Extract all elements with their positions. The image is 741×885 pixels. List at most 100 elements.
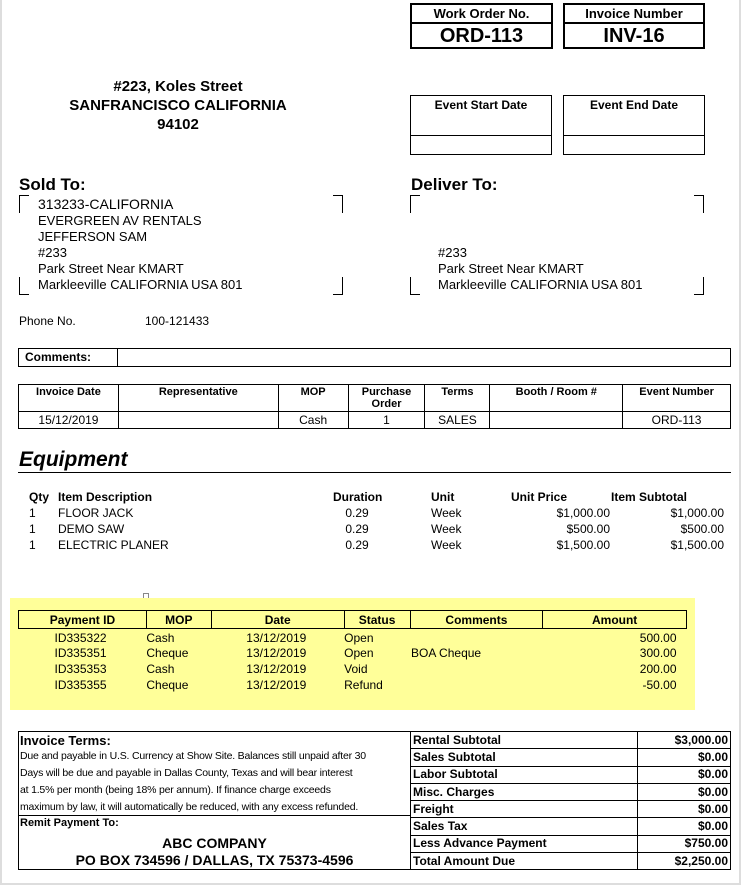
total-label: Sales Tax <box>409 817 639 836</box>
payments-table: Payment ID MOP Date Status Comments Amount ID… <box>18 610 687 693</box>
payment-amount: 300.00 <box>639 646 677 660</box>
payment-row: ID335322 Cash 13/12/2019 Open 500.00 <box>19 629 687 646</box>
equipment-qty: 1 <box>29 522 36 536</box>
comments-box: Comments: <box>18 348 731 367</box>
payment-comments <box>410 661 543 677</box>
payment-mop: Cheque <box>146 646 189 660</box>
equipment-item-subtotal: $1,500.00 <box>670 538 724 552</box>
total-value: $0.00 <box>637 782 731 802</box>
sold-to-line: EVERGREEN AV RENTALS <box>38 213 202 228</box>
deliver-to-line: Park Street Near KMART <box>438 261 584 276</box>
total-value: $3,000.00 <box>637 730 731 750</box>
total-label: Freight <box>409 800 639 819</box>
sold-to-line: 313233-CALIFORNIA <box>38 196 174 212</box>
header-event-number: Event Number <box>622 384 731 412</box>
bracket <box>694 277 704 295</box>
deliver-to-line: #233 <box>438 245 467 260</box>
event-end-date-box: Event End Date <box>563 95 705 155</box>
bracket <box>410 277 420 295</box>
payment-amount: -50.00 <box>642 678 677 692</box>
event-number: ORD-113 <box>622 411 731 429</box>
equipment-duration: 0.29 <box>345 506 369 520</box>
header-unit: Unit <box>431 490 455 504</box>
header-invoice-date: Invoice Date <box>18 384 119 412</box>
header-purchase-order: Purchase Order <box>347 384 426 412</box>
header-unit-price: Unit Price <box>511 490 568 504</box>
terms-line: at 1.5% per month (being 18% per annum).… <box>20 784 331 796</box>
deliver-to-label: Deliver To: <box>411 175 498 194</box>
invoice-date: 15/12/2019 <box>18 411 119 429</box>
bracket <box>19 277 29 295</box>
total-value: $750.00 <box>637 834 731 854</box>
terms-label: Invoice Terms: <box>20 733 111 748</box>
sold-to-line: JEFFERSON SAM <box>38 229 148 244</box>
sold-to-line: Park Street Near KMART <box>38 261 184 276</box>
payment-status: Void <box>344 662 368 676</box>
payment-mop: Cheque <box>146 678 189 692</box>
equipment-unit: Week <box>431 522 462 536</box>
payment-payment-id: ID335351 <box>54 646 107 660</box>
payment-mop: Cash <box>146 631 175 645</box>
event-end-label: Event End Date <box>564 96 704 136</box>
equipment-unit-price: $1,000.00 <box>556 506 610 520</box>
equipment-item-subtotal: $500.00 <box>680 522 724 536</box>
header-item-subtotal: Item Subtotal <box>611 490 688 504</box>
total-label: Labor Subtotal <box>409 765 639 784</box>
divider <box>18 472 731 473</box>
bracket <box>410 195 420 213</box>
total-value: $0.00 <box>637 800 731 819</box>
equipment-qty: 1 <box>29 506 36 520</box>
header-mop: MOP <box>145 610 212 629</box>
equipment-description: DEMO SAW <box>58 522 125 536</box>
bracket <box>333 195 343 213</box>
sold-to-label: Sold To: <box>19 175 86 194</box>
header-terms: Terms <box>424 384 491 412</box>
equipment-description: ELECTRIC PLANER <box>58 538 169 552</box>
invoice-number: INV-16 <box>603 25 665 47</box>
invoice-info-table: Invoice Date Representative MOP Purchase Or… <box>18 384 731 429</box>
total-value: $0.00 <box>637 765 731 784</box>
payment-date: 13/12/2019 <box>246 678 307 692</box>
header-payment-id: Payment ID <box>18 610 147 629</box>
total-row: Misc. Charges $0.00 <box>409 782 731 802</box>
sold-to-line: #233 <box>38 245 67 260</box>
event-start-label: Event Start Date <box>411 96 551 136</box>
equipment-qty: 1 <box>29 538 36 552</box>
remit-address: PO BOX 734596 / DALLAS, TX 75373-4596 <box>75 852 354 868</box>
payment-status: Refund <box>344 678 383 692</box>
invoice-number-label: Invoice Number <box>565 5 703 24</box>
remit-label: Remit Payment To: <box>19 815 410 830</box>
header-description: Item Description <box>58 490 153 504</box>
payment-status: Open <box>344 646 374 660</box>
total-row: Rental Subtotal $3,000.00 <box>409 730 731 750</box>
invoice-number-box: Invoice Number INV-16 <box>563 3 705 49</box>
total-label: Rental Subtotal <box>409 730 639 750</box>
header-mop: MOP <box>277 384 349 412</box>
header-status: Status <box>343 610 411 629</box>
event-start-date-box: Event Start Date <box>410 95 552 155</box>
company-zip: 94102 <box>157 116 199 133</box>
invoice-terms-box: Invoice Terms: Due and payable in U.S. C… <box>18 731 411 870</box>
terms-line: Days will be due and payable in Dallas C… <box>20 767 353 779</box>
bracket <box>333 277 343 295</box>
equipment-description: FLOOR JACK <box>58 506 134 520</box>
equipment-unit: Week <box>431 538 462 552</box>
total-row: Less Advance Payment $750.00 <box>409 834 731 854</box>
total-row: Total Amount Due $2,250.00 <box>409 852 731 871</box>
payment-amount: 500.00 <box>639 631 677 645</box>
payment-comments <box>410 677 543 693</box>
totals-table: Rental Subtotal $3,000.00 Sales Subtotal $0… <box>409 730 731 871</box>
remit-name: ABC COMPANY <box>162 835 267 851</box>
total-label: Sales Subtotal <box>409 748 639 767</box>
equipment-title: Equipment <box>19 448 128 471</box>
sold-to-line: Markleeville CALIFORNIA USA 801 <box>38 277 243 292</box>
bracket <box>19 195 29 213</box>
phone-value: 100-121433 <box>145 314 210 328</box>
phone-label: Phone No. <box>19 314 76 328</box>
representative <box>117 411 279 429</box>
deliver-to-line: Markleeville CALIFORNIA USA 801 <box>438 277 643 292</box>
equipment-duration: 0.29 <box>345 522 369 536</box>
equipment-unit-price: $500.00 <box>566 522 610 536</box>
header-qty: Qty <box>29 490 50 504</box>
